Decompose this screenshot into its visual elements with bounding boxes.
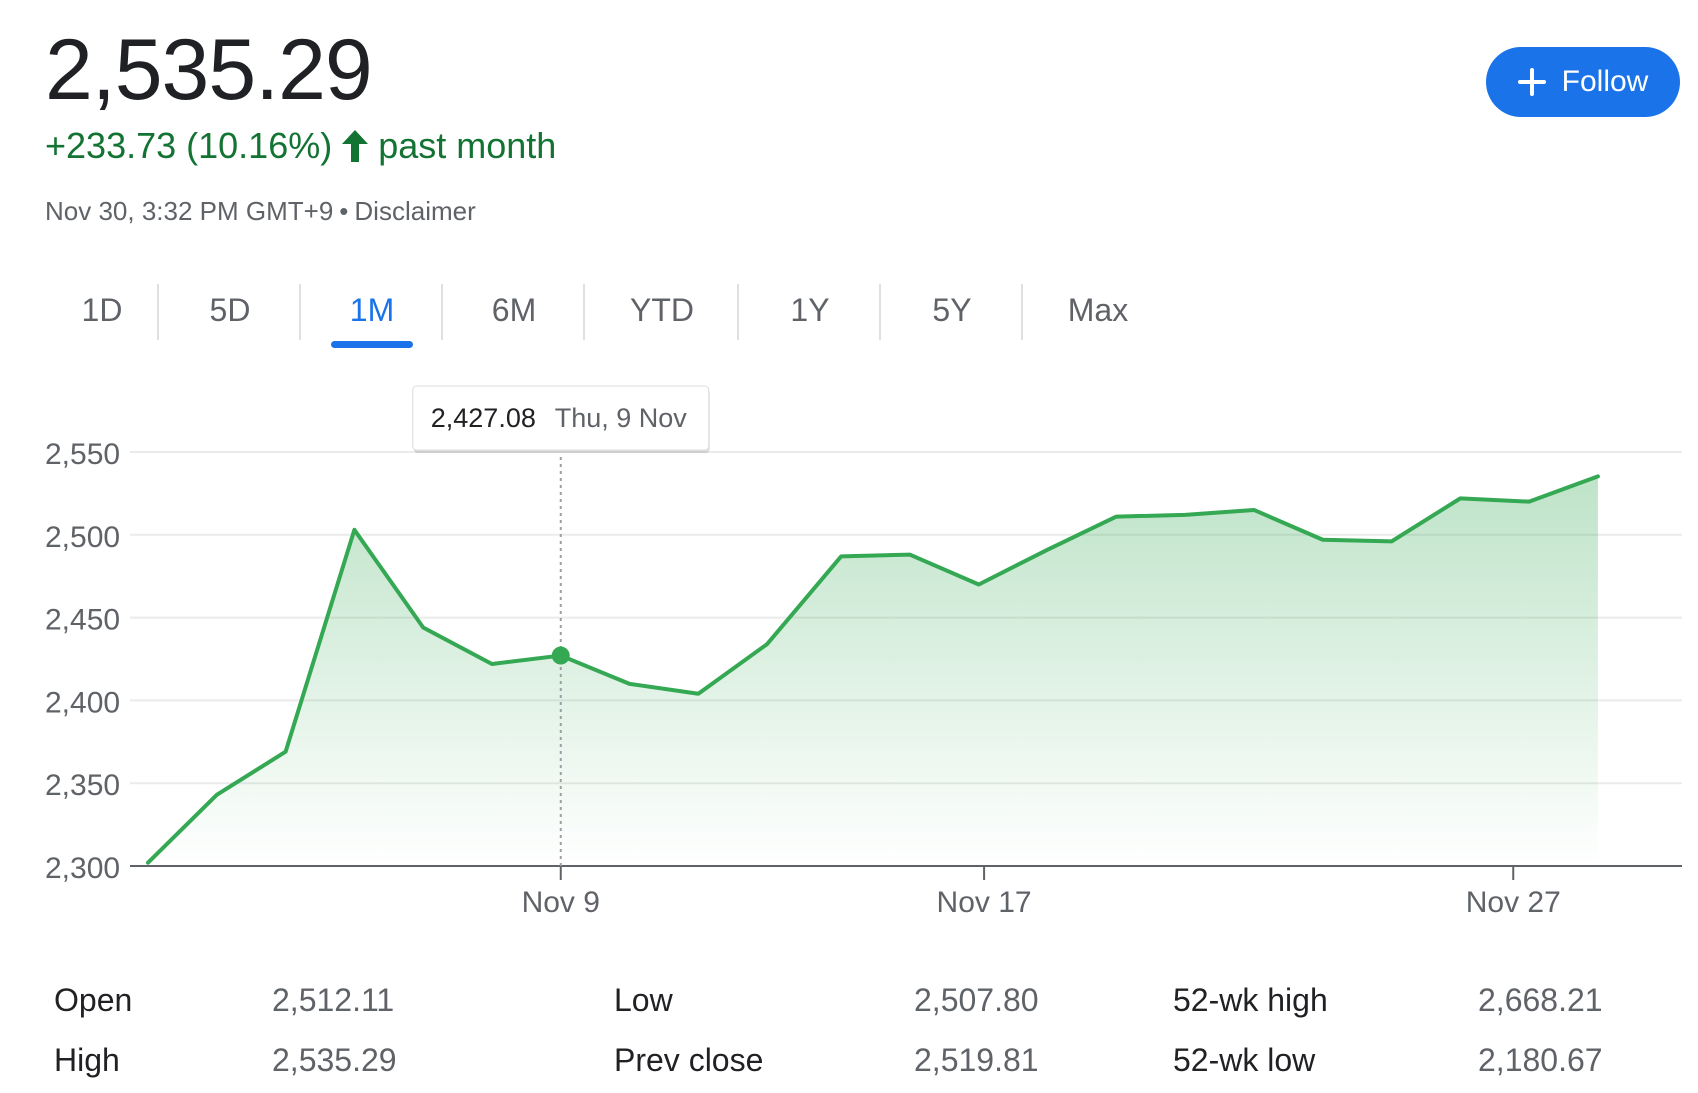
stat-label-high: High xyxy=(54,1042,120,1078)
tab-1d[interactable]: 1D xyxy=(45,280,159,350)
follow-label: Follow xyxy=(1561,65,1649,98)
price-chart[interactable]: 2,300 2,350 2,400 2,450 2,500 2,550 Nov 9 Nov 1… xyxy=(0,380,1698,920)
tab-1y[interactable]: 1Y xyxy=(739,280,881,350)
tab-6m[interactable]: 6M xyxy=(443,280,585,350)
timestamp-row: Nov 30, 3:32 PM GMT+9 • Disclaimer xyxy=(45,196,476,227)
stat-label-52wk-low: 52-wk low xyxy=(1173,1042,1316,1078)
stat-label-open: Open xyxy=(54,982,133,1018)
stat-value-open: 2,512.11 xyxy=(272,982,395,1018)
x-tick-label: Nov 9 xyxy=(522,886,600,919)
timestamp: Nov 30, 3:32 PM GMT+9 xyxy=(45,196,334,226)
x-tick-label: Nov 27 xyxy=(1466,886,1561,919)
stat-value-52wk-high: 2,668.21 xyxy=(1478,982,1603,1018)
price-change: +233.73 (10.16%) xyxy=(45,125,333,166)
tab-label: 1D xyxy=(81,292,123,328)
tab-label: 5Y xyxy=(932,292,972,328)
plus-icon xyxy=(1517,68,1546,96)
tab-label: Max xyxy=(1067,292,1129,328)
tab-label: 5D xyxy=(209,292,251,328)
y-tick-label: 2,550 xyxy=(45,438,120,471)
tab-1m[interactable]: 1M xyxy=(301,280,443,350)
chart-area xyxy=(148,476,1598,866)
tooltip-box xyxy=(412,385,710,451)
follow-button[interactable]: Follow xyxy=(1486,47,1680,117)
arrow-up-icon xyxy=(340,128,370,164)
stat-value-high: 2,535.29 xyxy=(272,1042,397,1078)
stock-price: 2,535.29 xyxy=(45,22,373,118)
x-tick-label: Nov 17 xyxy=(937,886,1032,919)
separator-dot: • xyxy=(339,196,349,226)
tab-label: 1M xyxy=(349,292,395,328)
disclaimer-link[interactable]: Disclaimer xyxy=(354,196,476,226)
y-tick-label: 2,300 xyxy=(45,852,120,885)
tab-ytd[interactable]: YTD xyxy=(585,280,739,350)
price-line xyxy=(146,474,1600,865)
active-tab-indicator xyxy=(331,341,413,348)
hover-point xyxy=(551,646,570,665)
stat-label-low: Low xyxy=(614,982,673,1018)
y-tick-label: 2,350 xyxy=(45,769,120,802)
y-tick-label: 2,400 xyxy=(45,686,120,719)
tab-label: 6M xyxy=(491,292,537,328)
price-change-row: +233.73 (10.16%) past month xyxy=(45,124,556,168)
time-range-tabs: 1D 5D 1M 6M YTD 1Y 5Y Max xyxy=(45,280,1173,350)
tab-5d[interactable]: 5D xyxy=(159,280,301,350)
y-tick-label: 2,450 xyxy=(45,604,120,637)
tab-5y[interactable]: 5Y xyxy=(881,280,1023,350)
change-period: past month xyxy=(378,125,557,166)
stat-value-prev-close: 2,519.81 xyxy=(914,1042,1039,1078)
tab-label: 1Y xyxy=(790,292,830,328)
stat-value-low: 2,507.80 xyxy=(914,982,1039,1018)
stat-label-prev-close: Prev close xyxy=(614,1042,764,1078)
tab-label: YTD xyxy=(630,292,694,328)
tooltip-date: Thu, 9 Nov xyxy=(555,403,688,433)
stat-value-52wk-low: 2,180.67 xyxy=(1478,1042,1603,1078)
y-tick-label: 2,500 xyxy=(45,521,120,554)
tab-max[interactable]: Max xyxy=(1023,280,1173,350)
stat-label-52wk-high: 52-wk high xyxy=(1173,982,1328,1018)
tooltip-value: 2,427.08 xyxy=(431,403,536,433)
